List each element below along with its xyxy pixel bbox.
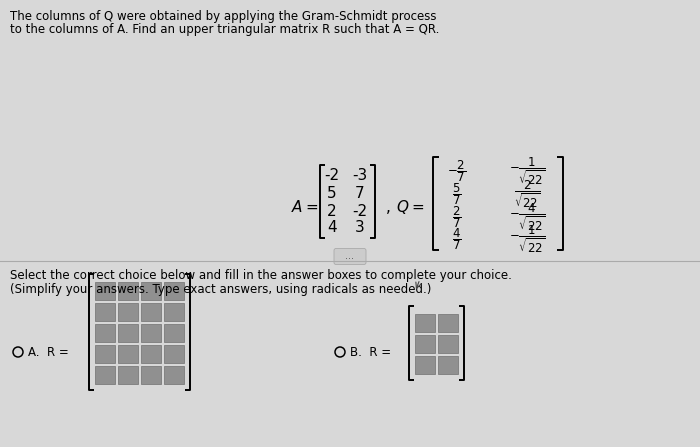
Bar	[95, 345, 115, 363]
Text: B.  R =: B. R =	[350, 346, 391, 358]
Text: The columns of Q were obtained by applying the Gram-Schmidt process: The columns of Q were obtained by applyi…	[10, 10, 437, 23]
Bar	[164, 324, 184, 342]
FancyBboxPatch shape	[334, 249, 366, 265]
Bar	[118, 366, 138, 384]
Bar	[141, 366, 161, 384]
Text: 4: 4	[327, 220, 337, 236]
Text: (Simplify your answers. Type exact answers, using radicals as needed.): (Simplify your answers. Type exact answe…	[10, 283, 431, 296]
Text: $-\dfrac{4}{\sqrt{22}}$: $-\dfrac{4}{\sqrt{22}}$	[509, 201, 545, 233]
Bar	[415, 314, 435, 332]
Text: -3: -3	[352, 169, 368, 184]
Bar	[95, 282, 115, 300]
Bar	[95, 303, 115, 321]
Text: $-\dfrac{1}{\sqrt{22}}$: $-\dfrac{1}{\sqrt{22}}$	[509, 223, 545, 255]
Bar	[141, 345, 161, 363]
Bar	[95, 324, 115, 342]
Bar	[141, 324, 161, 342]
Text: 7: 7	[355, 186, 365, 202]
Bar	[164, 303, 184, 321]
Bar	[438, 335, 458, 353]
Text: 5: 5	[327, 186, 337, 202]
Text: $,\;Q=$: $,\;Q=$	[385, 198, 425, 216]
Text: A.  R =: A. R =	[28, 346, 69, 358]
Text: $\dfrac{2}{\sqrt{22}}$: $\dfrac{2}{\sqrt{22}}$	[514, 178, 540, 210]
Bar	[141, 282, 161, 300]
Text: -2: -2	[324, 169, 340, 184]
Bar	[415, 356, 435, 374]
Text: $\dfrac{2}{7}$: $\dfrac{2}{7}$	[452, 204, 462, 230]
Bar	[164, 366, 184, 384]
Text: $-\dfrac{2}{7}$: $-\dfrac{2}{7}$	[447, 158, 467, 184]
Text: $\dfrac{5}{7}$: $\dfrac{5}{7}$	[452, 181, 462, 207]
Bar	[438, 356, 458, 374]
Bar	[118, 345, 138, 363]
Bar	[164, 282, 184, 300]
Text: $\dfrac{4}{7}$: $\dfrac{4}{7}$	[452, 226, 462, 252]
Bar	[415, 335, 435, 353]
Text: $-\dfrac{1}{\sqrt{22}}$: $-\dfrac{1}{\sqrt{22}}$	[509, 155, 545, 187]
Text: -2: -2	[352, 203, 368, 219]
Bar	[118, 303, 138, 321]
Bar	[164, 345, 184, 363]
Bar	[118, 282, 138, 300]
Text: Select the correct choice below and fill in the answer boxes to complete your ch: Select the correct choice below and fill…	[10, 270, 512, 283]
Bar	[141, 303, 161, 321]
Text: $A=$: $A=$	[290, 199, 318, 215]
Text: ...: ...	[346, 252, 354, 261]
Bar	[95, 366, 115, 384]
Text: 3: 3	[355, 220, 365, 236]
Bar	[438, 314, 458, 332]
Text: 2: 2	[327, 203, 337, 219]
Bar	[118, 324, 138, 342]
Text: to the columns of A. Find an upper triangular matrix R such that A = QR.: to the columns of A. Find an upper trian…	[10, 23, 440, 36]
